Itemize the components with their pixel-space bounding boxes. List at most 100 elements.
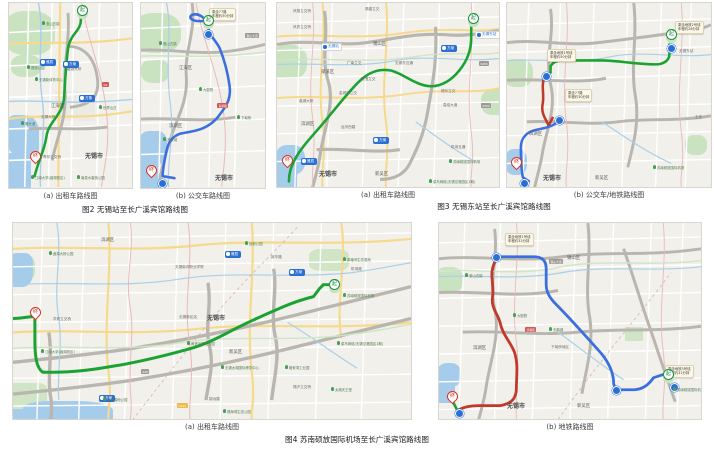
figure-2b-caption: (b) 公交车路线图 <box>175 192 231 200</box>
poi-chip-fangan-2[interactable]: 方案 <box>99 395 115 402</box>
origin-marker[interactable]: 起 <box>203 15 214 29</box>
origin-pin-icon <box>663 369 674 380</box>
poi-gejiawan-industrial: 格家湾工业园 <box>285 365 309 370</box>
poi-cainiao: 菜鸟网络(无锡空港园区1期) <box>429 179 475 184</box>
origin-marker[interactable]: 起 <box>329 279 340 293</box>
figure-3-caption: 图3 无锡东站至长广溪宾馆路线图 <box>437 202 551 211</box>
destination-glyph-icon: 终 <box>513 159 519 165</box>
transfer-node[interactable] <box>204 30 213 39</box>
transfer-node[interactable] <box>520 179 529 187</box>
transfer-node[interactable] <box>455 409 464 418</box>
destination-marker[interactable]: 终 <box>279 152 296 169</box>
label-wuxi-xinqu-station: 无锡新区站 <box>179 315 197 319</box>
road-label-airport-interchange: 机场互通 <box>451 145 466 149</box>
figure-4a-map-panel[interactable]: 终 起 雅辰 方案 方案 无锡市 滨湖区 新吴区 新吴区 创新公园 梁塘河生态湿… <box>12 222 412 420</box>
tooltip-line-2: 车程约32分钟 <box>508 239 530 244</box>
destination-marker[interactable]: 终 <box>508 154 525 171</box>
station-chip-wuxi-east[interactable]: 无锡东站 <box>475 31 499 40</box>
poi-chip-yachen[interactable]: 雅辰 <box>40 59 56 66</box>
water-body <box>13 253 33 287</box>
origin-pin-icon <box>203 15 214 26</box>
origin-glyph-icon: 起 <box>331 281 337 287</box>
figure-3a-map-panel[interactable]: 起 无锡东站 终 方案 方案 雅辰 无锡站 无锡市 锡山区 梁溪区 滨湖区 新吴… <box>276 2 500 188</box>
poi-chip-fangan[interactable]: 方案 <box>63 61 79 68</box>
district-label: 江海区 <box>51 104 65 109</box>
figure-2a-map-panel[interactable]: 起 终 雅辰 方案 万象 无锡市 江海区 惠山古镇 锡惠公园 无锡新体育中心 鼋… <box>8 2 133 189</box>
poi-huishan: 惠山古镇 <box>465 273 483 278</box>
water-body <box>13 409 69 419</box>
poi-sports-center: 无锡新体育中心 <box>35 77 63 82</box>
road-label-jiashao-ave: 嘉绍大道 <box>443 103 458 107</box>
label-wuxi-east: 无锡东站 <box>679 49 694 53</box>
destination-glyph-icon: 终 <box>32 309 38 315</box>
transfer-node[interactable] <box>542 72 551 81</box>
transfer-node[interactable] <box>158 179 167 188</box>
tooltip-line-1: 乘坐地铁3号线 <box>668 367 691 371</box>
district-label: 滨湖区 <box>301 122 315 127</box>
origin-glyph-icon: 起 <box>668 31 674 37</box>
poi-chip-wanxiang[interactable]: 万象 <box>79 95 95 102</box>
origin-marker[interactable]: 起 <box>77 5 88 19</box>
road-label-lihu-bridge: 蠡湖大桥 <box>67 67 82 71</box>
figure-2-caption: 图2 无锡站至长广溪宾馆路线图 <box>82 205 188 214</box>
origin-marker[interactable]: 起 <box>468 13 479 27</box>
road-network <box>141 3 265 188</box>
poi-airport: 苏南硕放国际机场 <box>449 159 480 164</box>
metro-line1-tooltip: 乘坐地铁1号线 车程约50分钟 <box>547 49 576 62</box>
poi-chip-fangan[interactable]: 方案 <box>441 45 457 52</box>
figure-3b-map-panel[interactable]: 乘坐地铁2号线 车程约28分钟 乘坐地铁1号线 车程约50分钟 乘坐77路 车程… <box>506 2 712 188</box>
label-xiadianqiao-area: 下甸桥地区 <box>551 345 569 349</box>
poi-taihu-temple: 太湖天王堂 <box>331 387 352 392</box>
district-label: 新吴区 <box>577 404 591 409</box>
destination-marker[interactable]: 终 <box>27 148 44 165</box>
poi-chip-yachen[interactable]: 雅辰 <box>225 251 241 258</box>
poi-expo-center: 无锡太湖国际博览中心 <box>221 365 259 370</box>
destination-marker[interactable]: 终 <box>143 162 160 179</box>
poi-xiadianqiao: 下甸桥 <box>237 115 251 120</box>
transfer-node[interactable] <box>555 116 564 125</box>
road-label-fengbin: 凤宾立交桥 <box>293 25 311 29</box>
district-label: 江海区 <box>179 66 193 71</box>
origin-marker[interactable]: 起 <box>663 369 674 383</box>
road-label-xile: 锡乐立交 <box>441 89 456 93</box>
district-label: 新吴区 <box>595 176 609 181</box>
road-label-airport-rd: 机场路 <box>351 267 362 271</box>
figure-2: 起 终 雅辰 方案 万象 无锡市 江海区 惠山古镇 锡惠公园 无锡新体育中心 鼋… <box>0 0 270 222</box>
destination-glyph-icon: 终 <box>284 157 290 163</box>
city-label: 无锡市 <box>319 171 338 178</box>
road-label-xihu-overpass: 锡沪立交桥 <box>293 385 311 389</box>
district-label: 新吴区 <box>229 350 243 355</box>
tooltip-line-1: 乘坐地铁2号线 <box>678 23 701 27</box>
road-shield: S302 <box>481 103 492 108</box>
tooltip-line-2: 车程约31分钟 <box>668 371 690 376</box>
tooltip-line-2: 车程约30分钟 <box>568 95 590 100</box>
bus-route-polyline <box>161 13 232 180</box>
district-label: 滨湖区 <box>169 124 183 129</box>
park-area <box>507 59 533 87</box>
poi-xihaiwan-ecopark: 锡海湾生态公园 <box>223 409 251 414</box>
transfer-node[interactable] <box>492 253 501 262</box>
poi-chip-yachen[interactable]: 雅辰 <box>301 158 317 165</box>
bus-77-tooltip: 乘坐77路 车程约30分钟 <box>565 89 593 102</box>
transfer-node[interactable] <box>667 44 676 53</box>
district-label: 锡山区 <box>567 256 581 261</box>
destination-marker[interactable]: 终 <box>444 388 461 405</box>
road-label-fengxiang: 凤翔立交桥 <box>293 9 311 13</box>
destination-glyph-icon: 终 <box>32 153 38 159</box>
road-label-xinhua: 新华路 <box>271 255 282 259</box>
road-label-wuxi-bridge: 无锡大桥 <box>41 115 56 119</box>
city-label: 无锡市 <box>507 403 526 410</box>
station-chip-wuxi[interactable]: 无锡站 <box>321 43 343 52</box>
destination-marker[interactable]: 终 <box>27 304 44 321</box>
poi-chip-fangan-2[interactable]: 方案 <box>373 137 389 144</box>
destination-glyph-icon: 终 <box>449 393 455 399</box>
tooltip-line-2: 车程约50分钟 <box>550 55 572 60</box>
origin-marker[interactable]: 起 <box>666 29 677 43</box>
transfer-node[interactable] <box>612 386 621 395</box>
poi-airport: 苏南硕放国际机场 <box>653 165 684 170</box>
poi-shijie-shanzhuang: 世界山庄 <box>99 105 117 110</box>
figure-2b-map-panel[interactable]: 乘坐77路 车程约50分钟 起 终 无锡市 江海区 滨湖区 惠山古镇 大剧院 下… <box>140 2 266 189</box>
figure-4b-map-panel[interactable]: 乘坐地铁1号线 车程约32分钟 乘坐地铁3号线 车程约31分钟 起 终 无锡市 … <box>438 222 702 420</box>
poi-chip-fangan[interactable]: 方案 <box>289 269 305 276</box>
district-label: 滨湖区 <box>529 132 543 137</box>
